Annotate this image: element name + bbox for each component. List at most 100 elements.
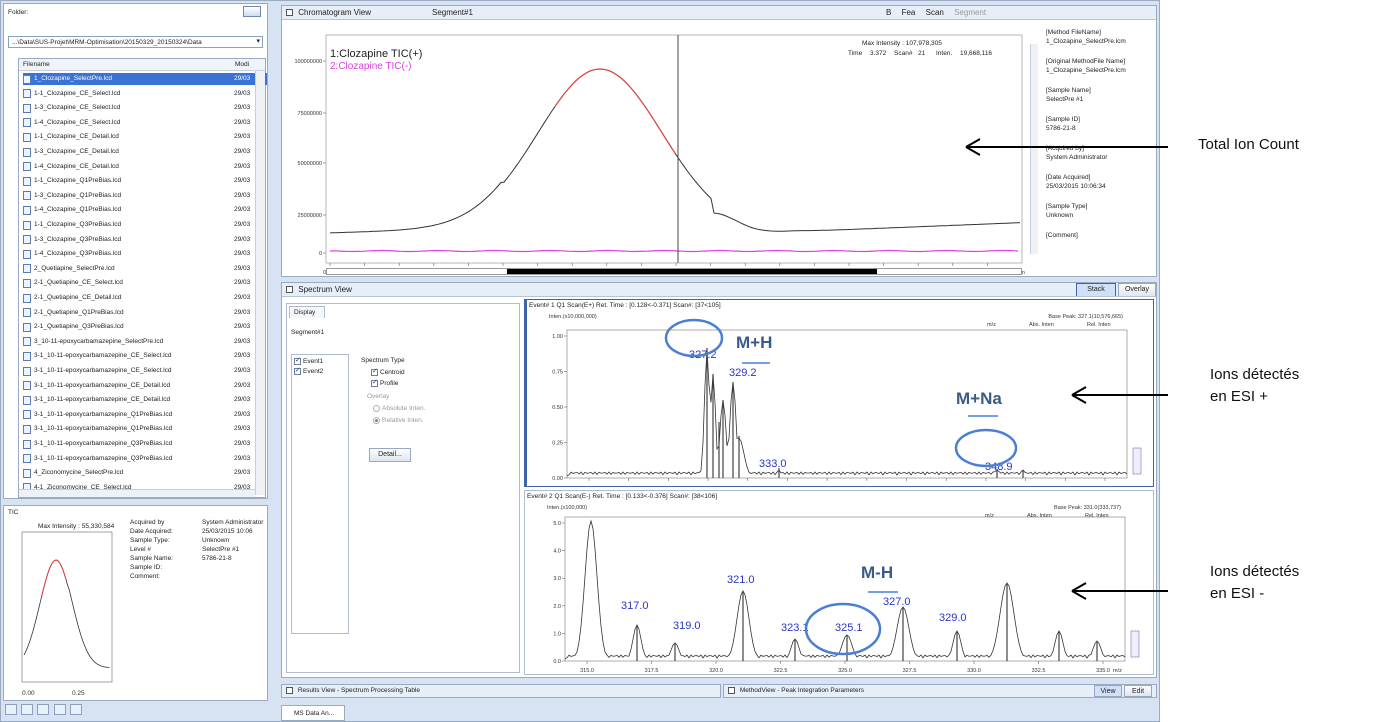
column-modified[interactable]: Modi xyxy=(235,61,250,68)
toolbar-scan-button[interactable]: Scan xyxy=(925,8,944,17)
toolbar-feature-button[interactable]: Fea xyxy=(901,8,916,17)
spectrum_pos-base-peak: Base Peak: 327.1(10,576,665) xyxy=(1048,314,1123,320)
chromatogram-range-scrollbar[interactable] xyxy=(326,268,1022,275)
file-list-item[interactable]: 1-3_Clozapine_Q3PreBias.lcd 29/03 xyxy=(23,234,267,246)
expand-icon[interactable] xyxy=(286,686,293,694)
spectrum_neg-y-tick: 2.0 xyxy=(553,604,561,610)
spectrum_neg-col-header: Rel. Inten xyxy=(1085,513,1109,519)
tool-icon-5[interactable] xyxy=(69,704,82,715)
spectrum_neg-base-peak: Base Peak: 331.0(333,737) xyxy=(1054,505,1121,511)
stack-button[interactable]: Stack xyxy=(1076,283,1116,296)
method-info-label: [Date Acquired] xyxy=(1046,174,1091,181)
event2-item[interactable]: Event2 xyxy=(294,366,323,376)
file-list-item[interactable]: 1_Clozapine_SelectPre.lcd 29/03 xyxy=(23,73,267,85)
display-tab[interactable]: Display xyxy=(289,306,325,318)
file-list-item[interactable]: 1-4_Clozapine_Q3PreBias.lcd 29/03 xyxy=(23,248,267,260)
file-list-scrollbar[interactable] xyxy=(255,71,265,495)
file-list-item[interactable]: 3-1_10-11-epoxycarbamazepine_CE_Select.l… xyxy=(23,350,267,362)
file-list-item[interactable]: 3-1_10-11-epoxycarbamazepine_Q3PreBias.l… xyxy=(23,438,267,450)
spectrum_pos-col-header: Rel. Inten xyxy=(1087,322,1111,328)
event2-checkbox[interactable] xyxy=(294,366,301,375)
profile-checkbox[interactable] xyxy=(371,378,378,387)
file-list-item[interactable]: 2-1_Quetiapine_Q1PreBias.lcd 29/03 xyxy=(23,307,267,319)
file-list-item[interactable]: 1-4_Clozapine_Q1PreBias.lcd 29/03 xyxy=(23,204,267,216)
toolbar-segment-button[interactable]: Segment xyxy=(954,8,987,17)
file-list-item[interactable]: 3-1_10-11-epoxycarbamazepine_CE_Detail.l… xyxy=(23,380,267,392)
file-list-item[interactable]: 1-3_Clozapine_Q1PreBias.lcd 29/03 xyxy=(23,190,267,202)
file-list-item[interactable]: 3-1_10-11-epoxycarbamazepine_Q1PreBias.l… xyxy=(23,409,267,421)
file-list-item[interactable]: 1-1_Clozapine_Q1PreBias.lcd 29/03 xyxy=(23,175,267,187)
spectrum_pos-plot-area xyxy=(566,329,1128,479)
overlay-button[interactable]: Overlay xyxy=(1118,283,1156,296)
file-list-item[interactable]: 2_Quetiapine_SelectPre.lcd 29/03 xyxy=(23,263,267,275)
file-icon xyxy=(23,395,31,405)
chromatogram-side-scrollbar[interactable] xyxy=(1030,44,1038,254)
toolbar-b-button[interactable]: B xyxy=(886,8,892,17)
relative-option[interactable]: Relative Inten. xyxy=(373,416,424,425)
spectrum_neg-x-tick: 327.5 xyxy=(903,668,917,673)
relative-radio[interactable] xyxy=(373,416,380,424)
centroid-option[interactable]: Centroid xyxy=(371,367,405,377)
collapse-icon[interactable] xyxy=(286,286,293,294)
tool-icon-3[interactable] xyxy=(37,704,50,715)
file-list-item[interactable]: 3-1_10-11-epoxycarbamazepine_CE_Detail.l… xyxy=(23,394,267,406)
file-list-item[interactable]: 3-1_10-11-epoxycarbamazepine_CE_Select.l… xyxy=(23,365,267,377)
tic-info-value: SelectPre #1 xyxy=(202,546,240,553)
folder-path-dropdown[interactable]: ...\Data\SUS-Projet\MRM-Optimisation\201… xyxy=(8,36,263,48)
profile-label: Profile xyxy=(380,380,399,387)
view-button[interactable]: View xyxy=(1094,685,1122,697)
expand-icon[interactable] xyxy=(728,686,735,694)
spectrum-negative-header: Event# 2 Q1 Scan(E-) Ret. Time : [0.133<… xyxy=(527,493,718,500)
file-list-item[interactable]: 2-1_Quetiapine_CE_Select.lcd 29/03 xyxy=(23,277,267,289)
events-list: Event1 Event2 xyxy=(291,354,349,634)
file-name: 3-1_10-11-epoxycarbamazepine_Q1PreBias.l… xyxy=(34,425,173,433)
file-list-item[interactable]: 1-1_Clozapine_CE_Detail.lcd 29/03 xyxy=(23,131,267,143)
spectrum_pos-y-tick: 1.00 xyxy=(552,334,563,340)
file-list-item[interactable]: 3_10-11-epoxycarbamazepine_SelectPre.lcd… xyxy=(23,336,267,348)
column-filename[interactable]: Filename xyxy=(23,61,50,68)
taskbar-item[interactable]: MS Data An... xyxy=(281,705,345,721)
spectrum_neg-x-tick: 317.5 xyxy=(645,668,659,673)
file-icon xyxy=(23,205,31,215)
tool-icon-1[interactable] xyxy=(5,704,17,715)
results-view-tab[interactable]: Results View - Spectrum Processing Table xyxy=(281,684,721,698)
tool-icon-4[interactable] xyxy=(53,704,66,715)
view-button-label: View xyxy=(1100,688,1116,695)
centroid-checkbox[interactable] xyxy=(371,367,378,376)
folder-view-toggle-icon[interactable] xyxy=(243,6,261,17)
file-list-item[interactable]: 1-3_Clozapine_CE_Select.lcd 29/03 xyxy=(23,102,267,114)
spectrum-positive-chart[interactable]: Inten.(x10,000,000) Base Peak: 327.1(10,5… xyxy=(527,310,1153,484)
file-list-item[interactable]: 4_Ziconomycine_SelectPre.lcd 29/03 xyxy=(23,467,267,479)
file-list-item[interactable]: 1-3_Clozapine_CE_Detail.lcd 29/03 xyxy=(23,146,267,158)
tic-info-label: Acquired by xyxy=(130,519,165,526)
event1-item[interactable]: Event1 xyxy=(294,356,323,366)
file-list-item[interactable]: 1-1_Clozapine_CE_Select.lcd 29/03 xyxy=(23,88,267,100)
profile-option[interactable]: Profile xyxy=(371,378,399,388)
tic-info-label: Sample Type: xyxy=(130,537,170,544)
absolute-radio[interactable] xyxy=(373,404,380,412)
spectrum_neg-col-header: Abs. Inten xyxy=(1027,513,1052,519)
event1-checkbox[interactable] xyxy=(294,356,301,365)
file-list-item[interactable]: 2-1_Quetiapine_CE_Detail.lcd 29/03 xyxy=(23,292,267,304)
file-name: 1-4_Clozapine_CE_Detail.lcd xyxy=(34,162,119,170)
spectrum-negative-chart[interactable]: Inten.(x100,000) Base Peak: 331.0(333,737… xyxy=(525,501,1151,673)
file-list-item[interactable]: 1-1_Clozapine_Q3PreBias.lcd 29/03 xyxy=(23,219,267,231)
absolute-option[interactable]: Absolute Inten. xyxy=(373,404,425,413)
file-list-hscrollbar[interactable] xyxy=(19,489,255,497)
tool-icon-2[interactable] xyxy=(21,704,34,715)
chromatogram-header: Chromatogram View Segment#1 B Fea Scan S… xyxy=(282,6,1156,20)
method-view-tab[interactable]: MethodView - Peak Integration Parameters… xyxy=(723,684,1157,698)
spectrum-view: Spectrum View Stack Overlay Display Segm… xyxy=(281,282,1157,678)
file-icon xyxy=(23,293,31,303)
file-list-item[interactable]: 3-1_10-11-epoxycarbamazepine_Q3PreBias.l… xyxy=(23,453,267,465)
file-list-item[interactable]: 1-4_Clozapine_CE_Select.lcd 29/03 xyxy=(23,117,267,129)
file-list-item[interactable]: 3-1_10-11-epoxycarbamazepine_Q1PreBias.l… xyxy=(23,423,267,435)
scrollbar-thumb[interactable] xyxy=(507,269,877,274)
file-list-item[interactable]: 1-4_Clozapine_CE_Detail.lcd 29/03 xyxy=(23,161,267,173)
edit-button[interactable]: Edit xyxy=(1124,685,1152,697)
file-icon xyxy=(23,337,31,347)
detail-button[interactable]: Detail... xyxy=(369,448,411,462)
collapse-icon[interactable] xyxy=(286,9,293,17)
file-list-item[interactable]: 2-1_Quetiapine_Q3PreBias.lcd 29/03 xyxy=(23,321,267,333)
